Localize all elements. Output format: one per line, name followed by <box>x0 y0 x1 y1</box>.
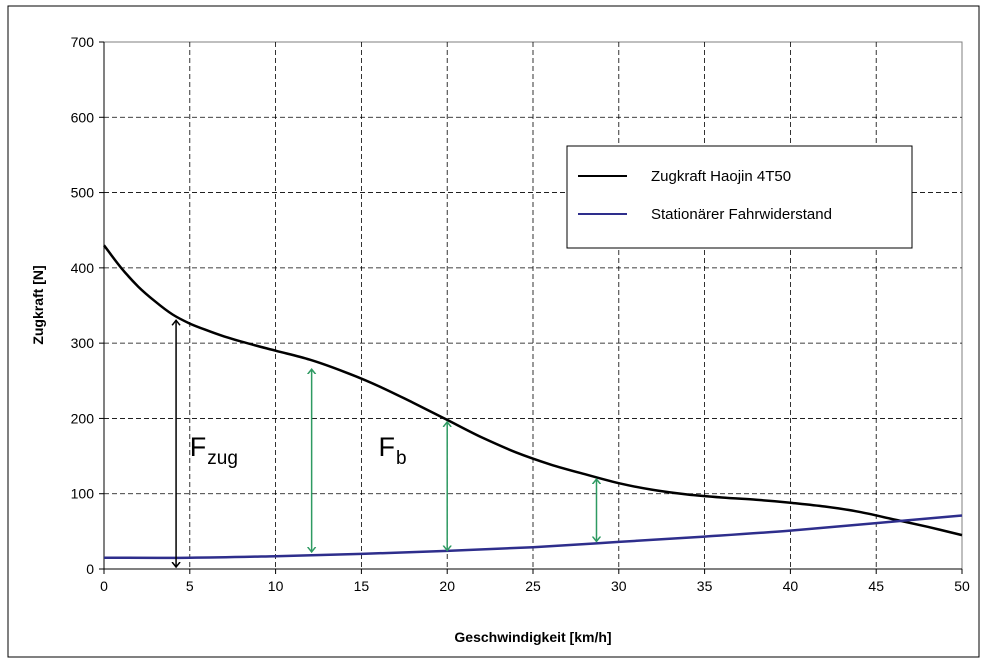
x-axis-title: Geschwindigkeit [km/h] <box>454 629 611 645</box>
x-tick-label: 10 <box>268 578 284 594</box>
gridlines <box>104 42 962 569</box>
y-tick-label: 600 <box>71 109 95 125</box>
y-tick-label: 200 <box>71 410 95 426</box>
x-tick-label: 15 <box>354 578 370 594</box>
legend-label-fahrwiderstand: Stationärer Fahrwiderstand <box>651 206 832 223</box>
x-tick-label: 5 <box>186 578 194 594</box>
y-tick-label: 500 <box>71 185 95 201</box>
label-f-zug-subscript: zug <box>207 448 238 469</box>
y-tick-label: 300 <box>71 335 95 351</box>
y-tick-label: 400 <box>71 260 95 276</box>
legend: Zugkraft Haojin 4T50 Stationärer Fahrwid… <box>566 145 913 249</box>
axis-ticks: 0 5 10 15 20 25 30 35 40 45 5001002003004005006007… <box>71 34 970 594</box>
label-f-b-subscript: b <box>396 448 407 469</box>
x-tick-label: 35 <box>697 578 713 594</box>
x-tick-label: 20 <box>439 578 455 594</box>
series-line-fahrwiderstand <box>103 514 963 560</box>
data-series <box>103 244 963 560</box>
x-tick-label: 0 <box>100 578 108 594</box>
y-tick-label: 0 <box>86 561 94 577</box>
y-axis-title: Zugkraft [N] <box>30 265 46 344</box>
y-tick-label: 100 <box>71 486 95 502</box>
legend-box <box>566 145 913 249</box>
x-tick-label: 25 <box>525 578 541 594</box>
x-tick-label: 50 <box>954 578 970 594</box>
y-tick-label: 700 <box>71 34 95 50</box>
plot-area <box>103 41 963 570</box>
x-tick-label: 40 <box>783 578 799 594</box>
x-tick-label: 45 <box>868 578 884 594</box>
series-line-zugkraft <box>103 244 963 537</box>
x-tick-label: 30 <box>611 578 627 594</box>
legend-label-zugkraft: Zugkraft Haojin 4T50 <box>651 168 791 185</box>
